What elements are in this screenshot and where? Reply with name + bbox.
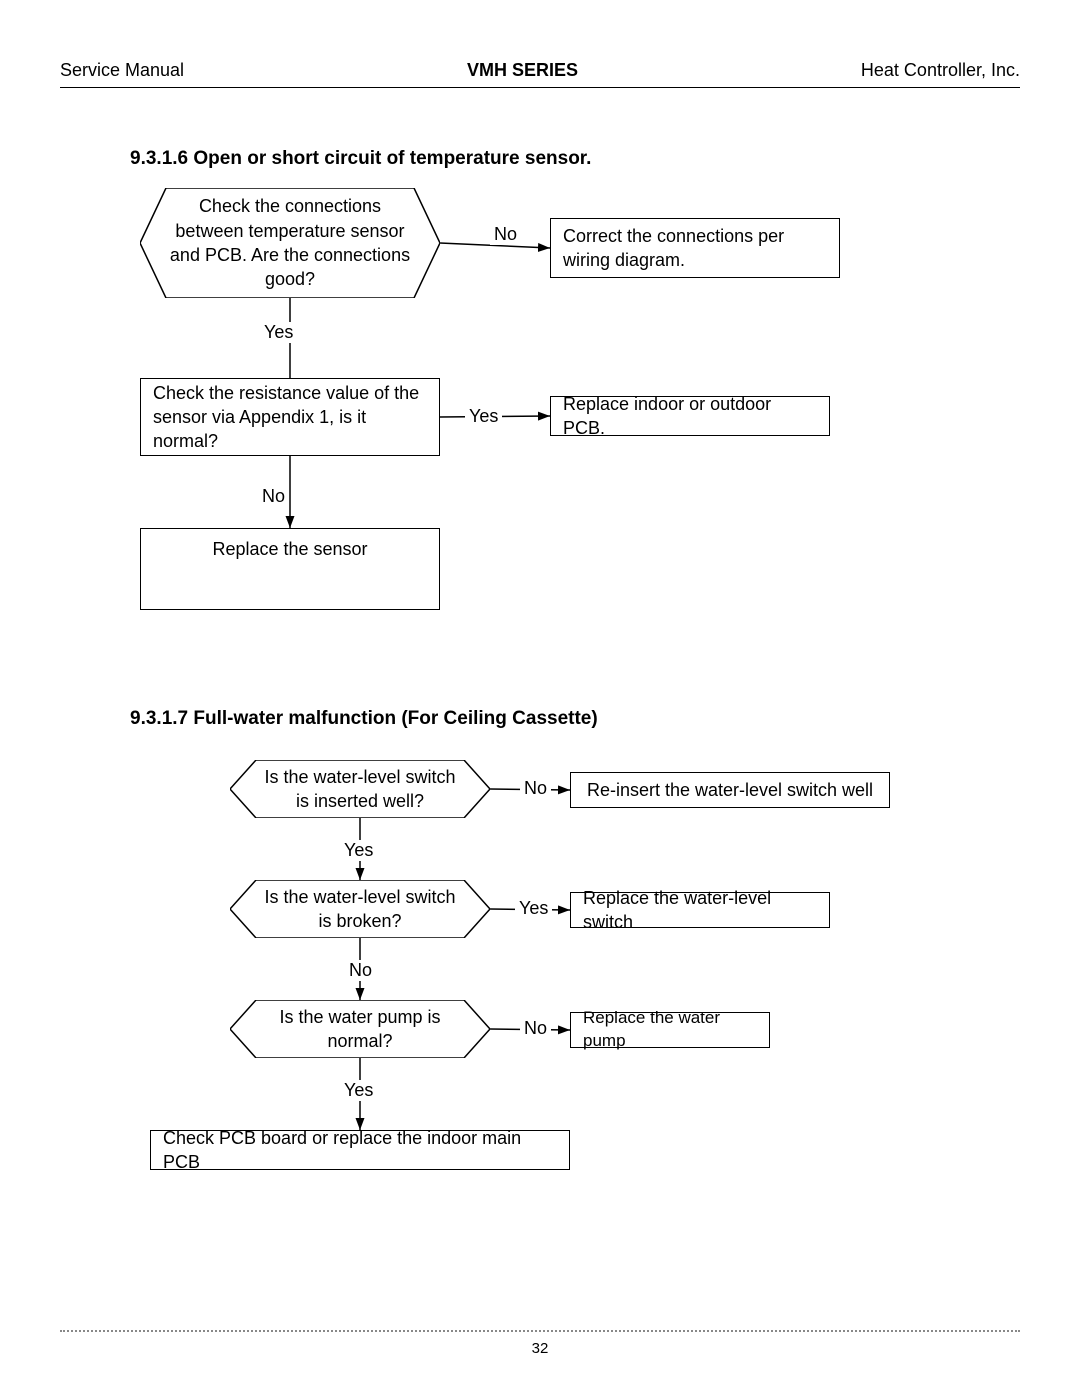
action-reinsert-switch: Re-insert the water-level switch well (570, 772, 890, 808)
decision-check-connections: Check the connections between temperatur… (140, 188, 440, 298)
page-footer: 32 (60, 1330, 1020, 1357)
label2-no-2: No (345, 960, 376, 981)
section1: 9.3.1.6 Open or short circuit of tempera… (130, 148, 1020, 658)
label-no-2: No (258, 486, 289, 507)
label2-yes-2: Yes (515, 898, 552, 919)
flowchart-1: Check the connections between temperatur… (130, 188, 950, 658)
decision-check-connections-text: Check the connections between temperatur… (140, 188, 440, 298)
label-yes-2: Yes (465, 406, 502, 427)
page-number: 32 (60, 1340, 1020, 1357)
action-replace-pcb: Replace indoor or outdoor PCB. (550, 396, 830, 436)
decision-water-pump-normal: Is the water pump is normal? (230, 1000, 490, 1058)
header-right: Heat Controller, Inc. (861, 60, 1020, 81)
label2-no-1: No (520, 778, 551, 799)
decision-water-pump-normal-text: Is the water pump is normal? (230, 1000, 490, 1058)
footer-divider (60, 1330, 1020, 1332)
flowchart-2: Is the water-level switch is inserted we… (130, 760, 950, 1240)
header-left: Service Manual (60, 60, 184, 81)
label2-yes-3: Yes (340, 1080, 377, 1101)
page: Service Manual VMH SERIES Heat Controlle… (0, 0, 1080, 1397)
action-replace-switch: Replace the water-level switch (570, 892, 830, 928)
label-no-1: No (490, 224, 521, 245)
label2-no-3: No (520, 1018, 551, 1039)
decision-water-switch-broken-text: Is the water-level switch is broken? (230, 880, 490, 938)
label-yes-1: Yes (260, 322, 297, 343)
decision-water-switch-broken: Is the water-level switch is broken? (230, 880, 490, 938)
page-header: Service Manual VMH SERIES Heat Controlle… (60, 60, 1020, 88)
decision-water-switch-inserted-text: Is the water-level switch is inserted we… (230, 760, 490, 818)
label2-yes-1: Yes (340, 840, 377, 861)
decision-water-switch-inserted: Is the water-level switch is inserted we… (230, 760, 490, 818)
section1-title: 9.3.1.6 Open or short circuit of tempera… (130, 148, 1020, 170)
section2: 9.3.1.7 Full-water malfunction (For Ceil… (130, 708, 1020, 1240)
action-replace-pump: Replace the water pump (570, 1012, 770, 1048)
action-check-pcb: Check PCB board or replace the indoor ma… (150, 1130, 570, 1170)
decision-check-resistance: Check the resistance value of the sensor… (140, 378, 440, 456)
action-correct-connections: Correct the connections per wiring diagr… (550, 218, 840, 278)
action-replace-sensor: Replace the sensor (140, 528, 440, 610)
header-center: VMH SERIES (467, 60, 578, 81)
section2-title: 9.3.1.7 Full-water malfunction (For Ceil… (130, 708, 1020, 730)
